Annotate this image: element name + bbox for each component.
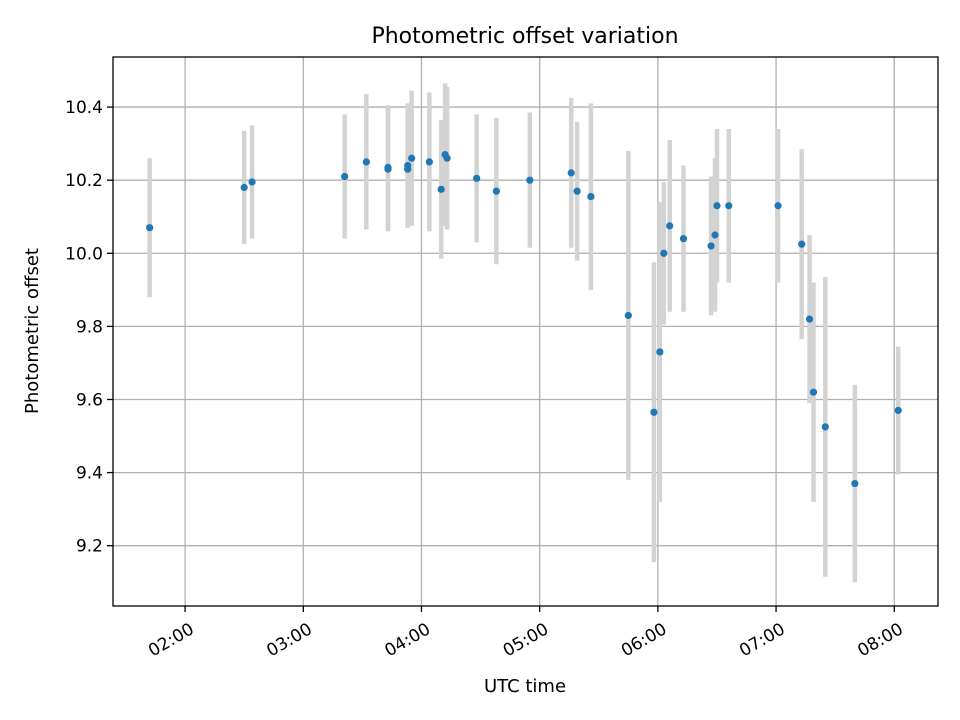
data-point (240, 183, 248, 192)
data-point (656, 348, 664, 356)
data-point (725, 202, 733, 210)
data-point (384, 163, 392, 171)
y-tick-label: 10.0 (65, 244, 103, 264)
data-point (805, 315, 814, 323)
data-point (666, 222, 674, 230)
data-point (809, 388, 818, 396)
x-tick-label: 03:00 (263, 619, 315, 661)
data-point (408, 154, 416, 162)
data-point (248, 178, 256, 186)
data-point (473, 174, 481, 182)
x-tick-label: 06:00 (618, 619, 670, 661)
data-point (341, 172, 349, 181)
x-tick-label: 05:00 (500, 619, 552, 661)
data-point (425, 158, 433, 166)
y-tick-label: 9.8 (76, 317, 103, 337)
y-tick-label: 9.2 (76, 537, 103, 557)
y-axis-label: Photometric offset (22, 248, 43, 414)
data-point (711, 231, 719, 239)
data-point (526, 176, 534, 184)
data-point (713, 202, 721, 210)
data-point (660, 249, 668, 257)
data-point (851, 479, 859, 488)
y-tick-label: 10.4 (65, 98, 103, 118)
y-tick-label: 10.2 (65, 171, 103, 191)
data-point (443, 154, 451, 162)
data-point (679, 235, 688, 243)
data-point (404, 165, 412, 173)
data-point (821, 423, 829, 431)
x-axis-label: UTC time (484, 676, 566, 697)
data-point (492, 187, 500, 195)
data-point (573, 187, 581, 195)
plot-frame (112, 56, 939, 607)
data-point (894, 406, 902, 415)
y-tick-label: 9.6 (76, 390, 103, 410)
data-point (624, 311, 632, 320)
chart-title: Photometric offset variation (371, 24, 678, 49)
data-points (146, 150, 902, 488)
y-tick-label: 9.4 (76, 464, 103, 484)
data-point (437, 185, 445, 193)
data-point (650, 408, 658, 416)
x-tick-label: 04:00 (382, 619, 434, 661)
data-point (798, 240, 806, 248)
error-bars (147, 83, 901, 583)
data-point (567, 169, 575, 177)
data-point (707, 242, 715, 250)
data-point (362, 158, 370, 166)
x-tick-label: 08:00 (854, 619, 906, 661)
data-point (587, 193, 595, 201)
data-point (146, 224, 154, 232)
x-tick-label: 02:00 (145, 619, 197, 661)
axis-ticks: 02:00 03:00 04:00 05:00 06:00 07:00 08:00 9.2 9.… (65, 98, 907, 661)
x-tick-label: 07:00 (736, 619, 788, 661)
data-point (774, 202, 782, 210)
